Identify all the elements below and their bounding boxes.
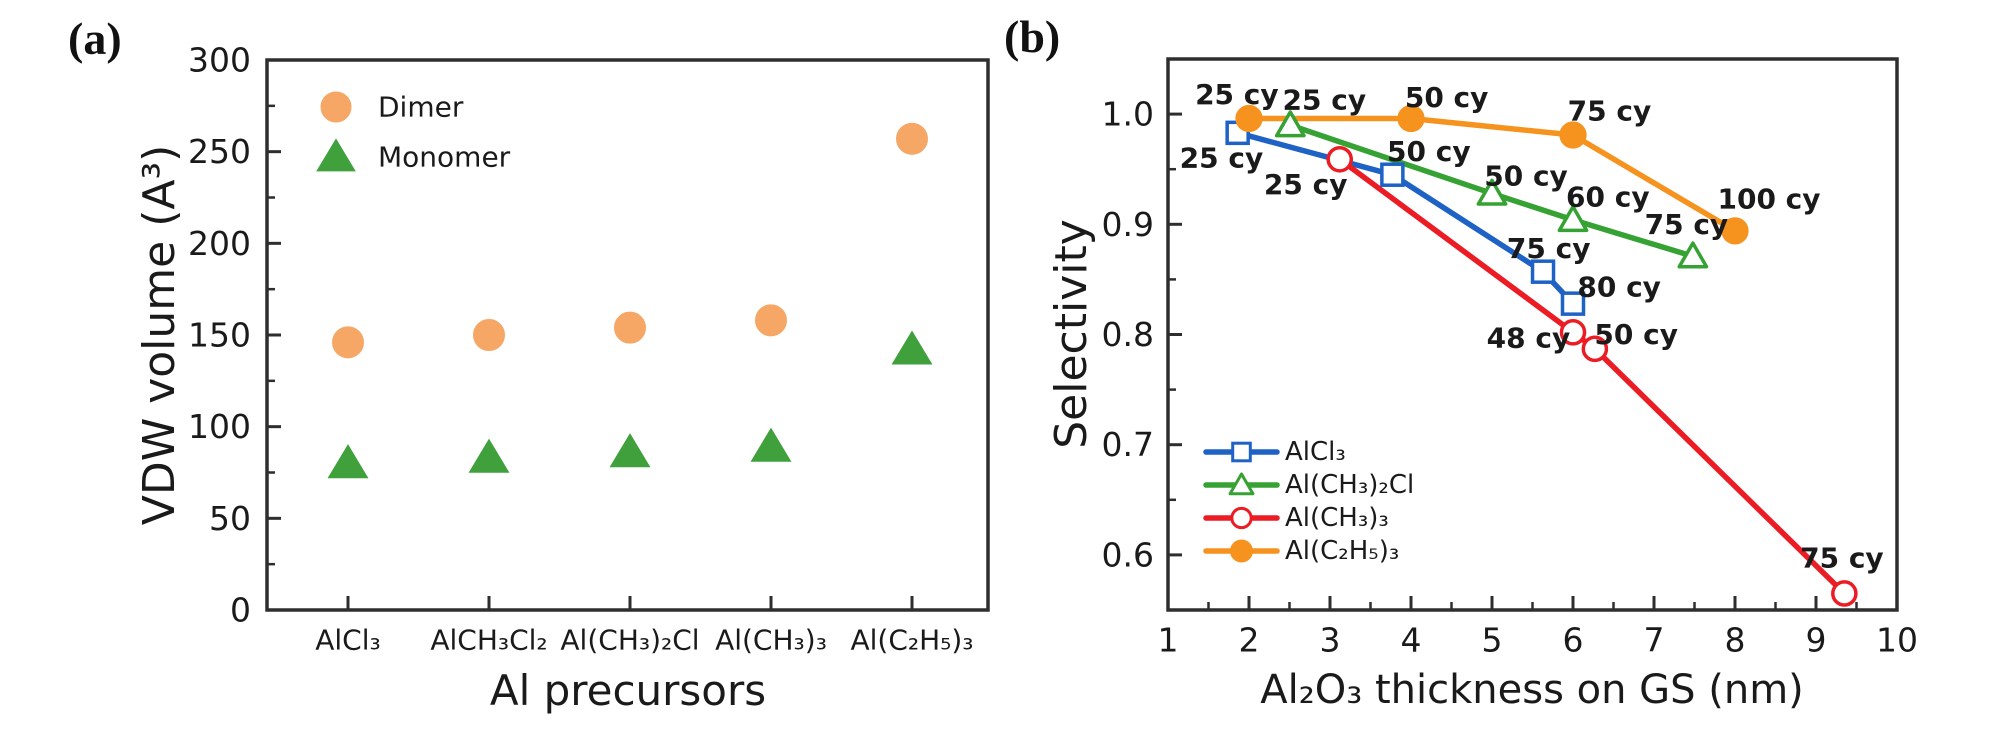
- data-point-monomer: [750, 427, 792, 462]
- y-tick-label: 200: [188, 224, 251, 263]
- series-line-al(ch₃)₂cl: [1287, 122, 1696, 260]
- legend-marker: [1231, 441, 1252, 463]
- data-point-dimer: [332, 326, 364, 359]
- data-point-monomer: [891, 330, 933, 365]
- data-point-dimer: [896, 122, 928, 155]
- x-category-label: Al(CH₃)₂Cl: [560, 624, 699, 657]
- y-tick-label: 250: [188, 132, 251, 171]
- data-point-marker: [1831, 580, 1858, 607]
- y-tick-label: 300: [188, 41, 251, 80]
- annotation-25-cy: 25 cy: [1180, 142, 1264, 175]
- data-point-marker: [1581, 335, 1609, 363]
- data-point-monomer: [468, 438, 510, 473]
- data-point-marker: [1476, 178, 1508, 206]
- y-tick-label: 0.8: [1102, 315, 1154, 354]
- annotation-25-cy: 25 cy: [1283, 83, 1367, 116]
- data-point-marker: [1677, 241, 1709, 269]
- data-point-monomer: [327, 444, 369, 479]
- x-tick-label: 1: [1158, 621, 1179, 660]
- data-point-marker: [1530, 259, 1556, 284]
- panel-a-label: (a): [68, 13, 122, 64]
- legend-label: Al(C₂H₅)₃: [1285, 536, 1399, 566]
- annotation-60-cy: 60 cy: [1566, 180, 1650, 213]
- panel-a-legend: Dimer Monomer: [316, 91, 511, 174]
- x-tick-label: 10: [1876, 621, 1918, 660]
- data-point-marker: [1326, 145, 1354, 173]
- x-tick-label: 7: [1644, 621, 1665, 660]
- annotation-50-cy: 50 cy: [1594, 318, 1678, 351]
- panel-a-x-axis-title: Al precursors: [489, 666, 767, 715]
- x-category-label: Al(C₂H₅)₃: [850, 624, 973, 657]
- legend-label: Al(CH₃)₂Cl: [1285, 470, 1414, 500]
- panel-b-plot: 1 2 3 4 5 6 7 8 9 100.60.70.80.91.025 cy 25 cy 50 c…: [1102, 57, 1918, 660]
- y-tick-label: 0.6: [1102, 535, 1154, 574]
- data-point-dimer: [755, 304, 787, 337]
- y-tick-label: 0: [230, 591, 251, 630]
- x-category-label: Al(CH₃)₃: [715, 624, 827, 657]
- data-point-marker: [1557, 205, 1589, 233]
- data-point-marker: [1560, 291, 1586, 316]
- x-tick-label: 5: [1482, 621, 1503, 660]
- legend-marker-monomer: [316, 138, 356, 172]
- x-tick-label: 8: [1725, 621, 1746, 660]
- panel-a-y-axis-title: VDW volume (A³): [134, 144, 185, 526]
- legend-label: Al(CH₃)₃: [1285, 503, 1389, 533]
- x-tick-label: 6: [1563, 621, 1584, 660]
- series-line-al(c₂h₅)₃: [1246, 115, 1738, 234]
- panel-b-x-axis-title: Al₂O₃ thickness on GS (nm): [1260, 667, 1804, 713]
- annotation-75-cy: 75 cy: [1568, 94, 1652, 127]
- series-line-alcl₃: [1234, 130, 1576, 307]
- annotation-100-cy: 100 cy: [1717, 182, 1820, 215]
- annotation-80-cy: 80 cy: [1577, 271, 1661, 304]
- panel-a-plot: 0 50 100 150 200 250 300 AlCl₃ AlCH₃Cl₂ Al(CH₃)₂C…: [188, 41, 990, 657]
- data-point-marker: [1397, 104, 1425, 133]
- legend-label: Dimer: [378, 91, 464, 124]
- x-tick-label: 4: [1401, 621, 1422, 660]
- data-point-marker: [1721, 217, 1749, 245]
- annotation-75-cy: 75 cy: [1507, 232, 1591, 265]
- legend-marker: [1230, 506, 1253, 530]
- legend-marker-dimer: [320, 91, 352, 123]
- series-line-al(ch₃)₃: [1336, 156, 1848, 597]
- y-tick-label: 50: [209, 499, 251, 538]
- x-tick-label: 9: [1806, 621, 1827, 660]
- data-point-marker: [1559, 318, 1587, 346]
- annotation-25-cy: 25 cy: [1264, 168, 1348, 201]
- y-tick-label: 1.0: [1102, 95, 1154, 134]
- annotation-50-cy: 50 cy: [1484, 159, 1568, 192]
- annotation-25-cy: 25 cy: [1195, 78, 1279, 111]
- annotation-75-cy: 75 cy: [1645, 208, 1729, 241]
- y-tick-label: 100: [188, 407, 251, 446]
- panel-b-y-axis-title: Selectivity: [1046, 219, 1097, 449]
- legend-marker: [1230, 539, 1253, 563]
- data-point-monomer: [609, 433, 651, 468]
- data-point-dimer: [614, 311, 646, 344]
- data-point-dimer: [473, 319, 505, 351]
- legend-marker: [1228, 472, 1255, 496]
- x-category-label: AlCl₃: [315, 624, 381, 657]
- x-category-label: AlCH₃Cl₂: [430, 624, 547, 657]
- y-tick-label: 0.9: [1102, 205, 1154, 244]
- annotation-50-cy: 50 cy: [1387, 135, 1471, 168]
- x-tick-label: 2: [1239, 621, 1260, 660]
- panel-b-label: (b): [1004, 11, 1061, 62]
- data-point-marker: [1380, 162, 1405, 187]
- data-point-marker: [1235, 104, 1263, 133]
- data-point-marker: [1274, 110, 1306, 138]
- annotation-75-cy: 75 cy: [1800, 542, 1884, 575]
- y-tick-label: 150: [188, 316, 251, 355]
- annotation-50-cy: 50 cy: [1405, 81, 1489, 114]
- x-tick-label: 3: [1320, 621, 1341, 660]
- data-point-marker: [1559, 121, 1587, 149]
- legend-label: Monomer: [378, 141, 511, 174]
- y-tick-label: 0.7: [1102, 425, 1154, 464]
- legend-label: AlCl₃: [1285, 437, 1346, 467]
- annotation-48-cy: 48 cy: [1487, 321, 1571, 354]
